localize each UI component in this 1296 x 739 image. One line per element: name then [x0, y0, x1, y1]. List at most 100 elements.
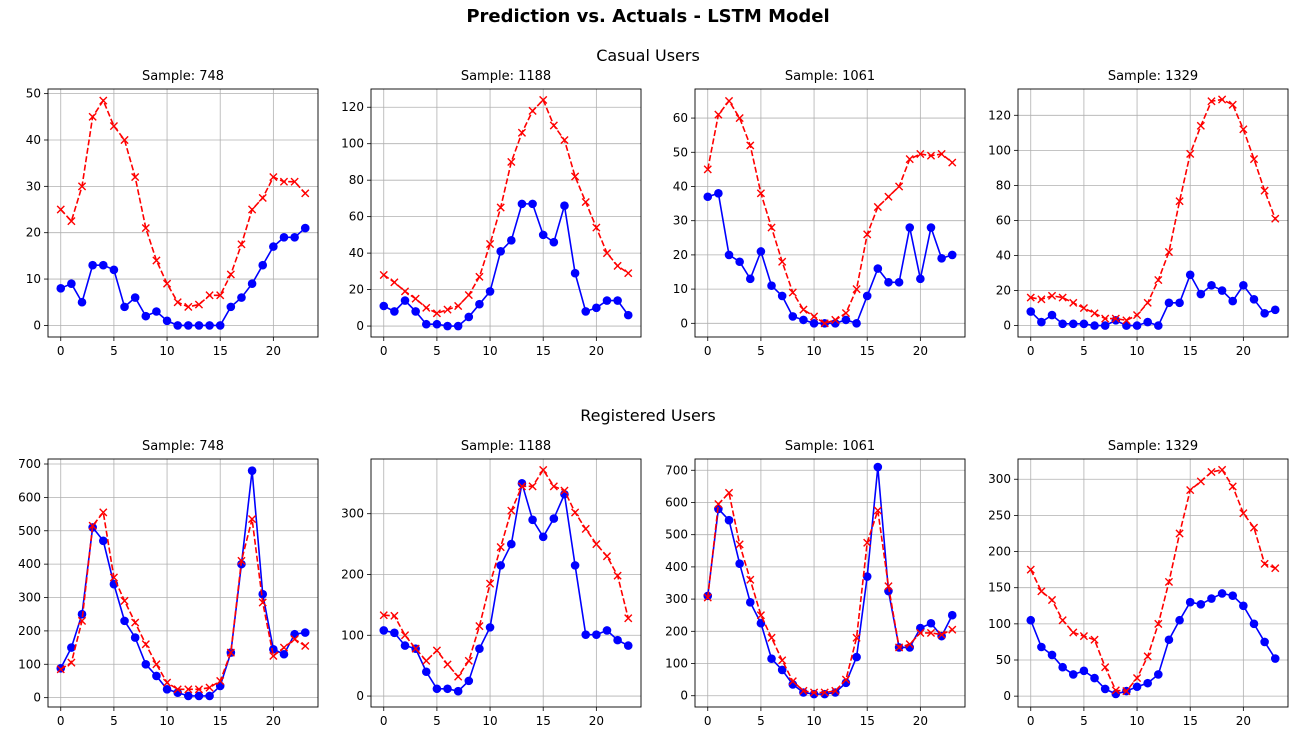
actual-point: [1037, 642, 1046, 652]
y-tick-label: 10: [26, 272, 41, 286]
y-tick-label: 400: [18, 557, 41, 571]
predicted-point: [475, 272, 484, 281]
panel-title: Sample: 748: [142, 69, 224, 84]
grid: [48, 459, 318, 707]
actual-point: [873, 264, 883, 273]
actual-point: [1196, 289, 1206, 299]
predicted-point: [926, 628, 936, 638]
y-tick-label: 100: [341, 628, 364, 642]
y-tick-label: 100: [665, 657, 688, 671]
y-tick-label: 30: [673, 214, 688, 228]
y-tick-label: 500: [665, 528, 688, 542]
actual-point: [1239, 601, 1248, 611]
actual-point: [1079, 666, 1089, 676]
predicted-point: [539, 465, 548, 475]
actual-point: [279, 233, 289, 242]
actual-point: [1154, 670, 1163, 679]
predicted-point: [454, 301, 463, 311]
predicted-point: [173, 298, 182, 307]
predicted-point: [820, 688, 829, 697]
row-title-casual: Casual Users: [596, 46, 700, 65]
predicted-point: [767, 633, 776, 642]
predicted-point: [507, 157, 516, 167]
predicted-point: [443, 660, 452, 669]
predicted-point: [301, 189, 310, 198]
y-tick-label: 40: [349, 246, 364, 260]
panel-title: Sample: 1188: [461, 69, 551, 84]
predicted-point: [290, 635, 299, 644]
predicted-point: [926, 151, 936, 160]
x-tick-label: 15: [536, 714, 551, 728]
predicted-point: [1164, 577, 1174, 587]
actual-point: [926, 223, 936, 232]
actual-point: [560, 201, 569, 211]
predicted-point: [237, 556, 246, 565]
actual-point: [1154, 321, 1163, 330]
predicted-point: [1239, 509, 1248, 518]
predicted-point: [67, 217, 76, 226]
actual-point: [1068, 319, 1078, 329]
actual-point: [1090, 321, 1099, 330]
actual-point: [549, 514, 559, 523]
predicted-point: [1122, 316, 1131, 325]
predicted-point: [570, 508, 580, 517]
predicted-line: [706, 99, 953, 325]
plot-frame: [1017, 458, 1289, 708]
actual-point: [592, 303, 601, 313]
actual-point: [290, 629, 299, 639]
actual-point: [279, 649, 289, 659]
predicted-point: [1101, 314, 1110, 323]
x-tick-label: 5: [433, 344, 441, 358]
predicted-point: [1069, 628, 1078, 637]
actual-series: [56, 223, 310, 330]
predicted-point: [841, 308, 851, 318]
actual-point: [916, 274, 925, 284]
actual-point: [937, 254, 946, 263]
predicted-point: [1037, 587, 1046, 596]
actual-point: [517, 199, 527, 209]
x-tick-label: 10: [482, 714, 497, 728]
predicted-point: [507, 506, 516, 515]
predicted-point: [1239, 125, 1248, 134]
grid: [1018, 459, 1288, 707]
x-tick-label: 20: [1236, 714, 1251, 728]
y-tick-label: 40: [673, 179, 688, 193]
predicted-point: [592, 540, 601, 549]
predicted-point: [400, 631, 410, 640]
y-tick-label: 200: [18, 624, 41, 638]
actual-point: [194, 321, 204, 330]
x-tick-label: 5: [110, 714, 118, 728]
predicted-point: [703, 165, 712, 174]
x-tick-label: 20: [913, 344, 928, 358]
y-tick-label: 80: [996, 178, 1011, 192]
y-tick-label: 100: [988, 617, 1011, 631]
x-tick-label: 0: [380, 714, 388, 728]
panel-title: Sample: 1329: [1108, 69, 1198, 84]
predicted-point: [56, 665, 65, 674]
predicted-point: [152, 660, 161, 669]
actual-point: [623, 310, 633, 320]
actual-series: [703, 189, 957, 328]
y-tick-label: 200: [341, 567, 364, 581]
predicted-point: [237, 240, 246, 249]
predicted-point: [131, 618, 140, 627]
predicted-point: [788, 677, 797, 686]
actual-point: [841, 678, 851, 688]
y-tick-label: 50: [26, 87, 41, 101]
plot-frame: [47, 458, 319, 708]
actual-point: [602, 626, 612, 635]
actual-point: [538, 532, 548, 542]
predicted-point: [1122, 686, 1131, 696]
actual-point: [443, 321, 452, 331]
predicted-point: [1101, 663, 1110, 672]
actual-point: [120, 616, 129, 626]
x-tick-label: 5: [757, 344, 765, 358]
panel-title: Sample: 748: [142, 439, 224, 454]
plot-frame: [47, 88, 319, 338]
x-tick-label: 10: [806, 344, 821, 358]
x-tick-label: 10: [159, 714, 174, 728]
actual-point: [767, 281, 776, 290]
actual-point: [1058, 319, 1067, 329]
actual-point: [1047, 310, 1057, 320]
